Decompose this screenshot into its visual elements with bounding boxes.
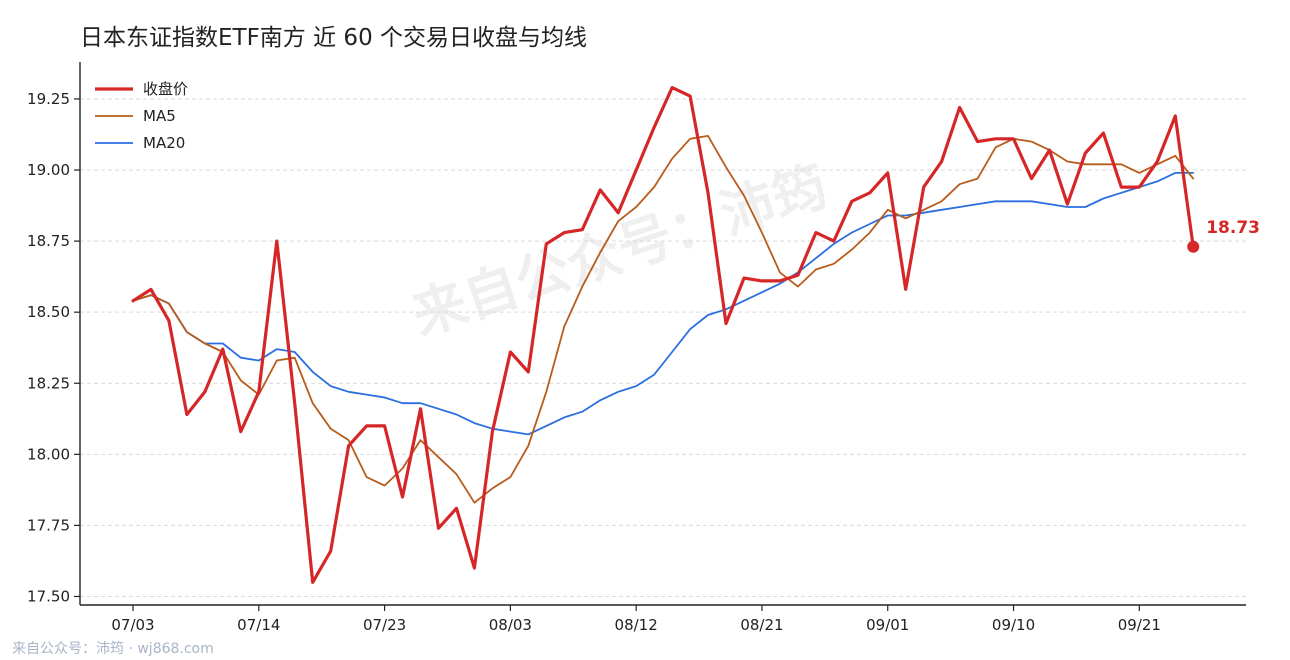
legend-label: 收盘价 [143, 80, 188, 98]
y-tick-label: 19.00 [27, 161, 70, 179]
legend: 收盘价 MA5 MA20 [95, 80, 188, 152]
gridlines [80, 98, 1246, 597]
x-tick-label: 08/12 [615, 616, 658, 634]
close-price-line [131, 85, 1195, 584]
chart-title: 日本东证指数ETF南方 近 60 个交易日收盘与均线 [80, 25, 587, 51]
x-tick-label: 09/10 [992, 616, 1035, 634]
x-tick-label: 08/03 [489, 616, 532, 634]
y-tick-label: 17.75 [27, 516, 70, 534]
last-value-marker: 18.73 [1187, 218, 1260, 253]
y-tick-label: 18.75 [27, 232, 70, 250]
last-value-label: 18.73 [1206, 218, 1260, 238]
y-axis-ticks: 17.50 17.75 18.00 18.25 18.50 18.75 19.00 19.25 [27, 90, 80, 605]
x-tick-label: 07/14 [237, 616, 280, 634]
x-tick-label: 08/21 [740, 616, 783, 634]
y-tick-label: 19.25 [27, 90, 70, 108]
series-lines [131, 85, 1195, 584]
y-tick-label: 18.00 [27, 445, 70, 463]
legend-label: MA5 [143, 107, 176, 125]
footer-credit: 来自公众号：沛筠 · wj868.com [12, 640, 214, 657]
ma5-line [132, 134, 1195, 504]
x-tick-label: 09/01 [866, 616, 909, 634]
x-tick-label: 07/03 [111, 616, 154, 634]
y-tick-label: 18.25 [27, 374, 70, 392]
y-tick-label: 18.50 [27, 303, 70, 321]
last-value-dot [1187, 240, 1200, 253]
x-tick-label: 09/21 [1118, 616, 1161, 634]
legend-label: MA20 [143, 134, 185, 152]
x-axis-ticks: 07/03 07/14 07/23 08/03 08/12 08/21 09/01 09/10… [111, 605, 1161, 634]
y-tick-label: 17.50 [27, 587, 70, 605]
ma20-line [132, 171, 1195, 436]
x-tick-label: 07/23 [363, 616, 406, 634]
axes [79, 62, 1246, 606]
